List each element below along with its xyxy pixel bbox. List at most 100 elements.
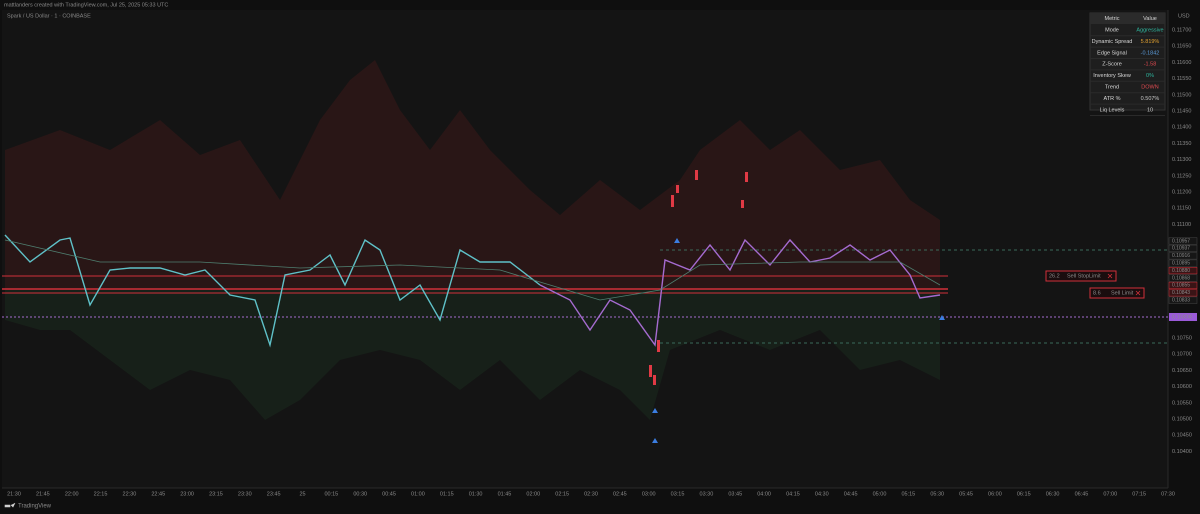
- time-label: 06:15: [1017, 491, 1031, 497]
- table-cell: 10: [1147, 107, 1153, 113]
- table-cell: -0.1842: [1141, 50, 1160, 56]
- time-label: 02:00: [526, 491, 540, 497]
- level-label: 0.10895: [1172, 261, 1190, 267]
- order-tag[interactable]: [1045, 270, 1117, 282]
- time-label: 21:45: [36, 491, 50, 497]
- level-tag: [1168, 281, 1198, 289]
- time-label: 23:00: [180, 491, 194, 497]
- time-label: 23:30: [238, 491, 252, 497]
- level-tag: [1168, 267, 1198, 275]
- level-label: 0.10916: [1172, 253, 1190, 259]
- price-label: 0.11250: [1172, 173, 1191, 179]
- price-label: 0.10750: [1172, 335, 1192, 341]
- table-cell: DOWN: [1141, 84, 1158, 90]
- level-label: 0.10868: [1172, 275, 1190, 281]
- table-cell: Edge Signal: [1097, 50, 1127, 56]
- price-label: 0.11150: [1172, 206, 1191, 212]
- time-label: 04:30: [815, 491, 829, 497]
- price-label: 0.11650: [1172, 44, 1191, 50]
- level-tag: [1168, 289, 1198, 297]
- time-label: 02:15: [555, 491, 569, 497]
- time-label: 21:30: [7, 491, 21, 497]
- time-label: 05:30: [930, 491, 944, 497]
- time-label: 01:30: [469, 491, 483, 497]
- time-label: 07:15: [1132, 491, 1146, 497]
- symbol: Spark / US Dollar · 1 · COINBASE: [7, 13, 91, 19]
- price-line: [4, 234, 541, 348]
- time-label: 23:15: [209, 491, 223, 497]
- price-label: 0.11350: [1172, 141, 1191, 147]
- price-label: 0.11400: [1172, 125, 1191, 131]
- table-cell: 0.507%: [1141, 96, 1160, 102]
- upper-band: [5, 60, 940, 290]
- order-label: Sell StopLimit: [1067, 273, 1101, 279]
- time-label: 22:30: [123, 491, 137, 497]
- level-label: 0.10855: [1172, 283, 1190, 289]
- currency: USD: [1178, 13, 1190, 19]
- time-label: 05:00: [873, 491, 887, 497]
- table-cell: Trend: [1105, 84, 1119, 90]
- level-label: 0.10833: [1172, 298, 1190, 304]
- table-cell: Inventory Skew: [1093, 73, 1131, 79]
- time-label: 04:15: [786, 491, 800, 497]
- time-label: 03:00: [642, 491, 656, 497]
- time-label: 22:15: [94, 491, 108, 497]
- price-label: 0.11500: [1172, 92, 1191, 98]
- time-label: 02:45: [613, 491, 627, 497]
- time-label: 06:00: [988, 491, 1002, 497]
- cancel-icons: [1107, 273, 1141, 296]
- table-cell: ATR %: [1103, 96, 1120, 102]
- table-column: Value: [1143, 16, 1157, 22]
- time-label: 06:45: [1075, 491, 1089, 497]
- time-label: 22:45: [151, 491, 165, 497]
- price-label: 0.10550: [1172, 400, 1192, 406]
- price-line: [539, 238, 941, 347]
- time-label: 01:15: [440, 491, 454, 497]
- price-label: 0.10400: [1172, 449, 1192, 455]
- level-label: 0.10957: [1172, 238, 1190, 244]
- level-label: 0.10937: [1172, 246, 1190, 252]
- moving-average: [4, 239, 941, 301]
- table-cell: Mode: [1105, 27, 1119, 33]
- level-tag: [1168, 259, 1198, 267]
- lower-band: [5, 290, 940, 420]
- order-tag[interactable]: [1089, 287, 1145, 299]
- table-cell: Z-Score: [1102, 62, 1122, 68]
- table-cell: -1.58: [1144, 62, 1157, 68]
- order-label: Sell Limit: [1111, 290, 1134, 296]
- last-price-tag: [1169, 313, 1197, 321]
- table-column: Metric: [1105, 16, 1120, 22]
- time-label: 04:00: [757, 491, 771, 497]
- table-cell: 5.819%: [1141, 39, 1160, 45]
- signal-arrows: [652, 238, 945, 443]
- time-label: 02:30: [584, 491, 598, 497]
- time-label: 03:45: [728, 491, 742, 497]
- level-tag: [1168, 296, 1198, 304]
- price-label: 0.11700: [1172, 27, 1191, 33]
- last-price: 0.10808: [1172, 314, 1192, 320]
- level-label: 0.10843: [1172, 290, 1190, 296]
- attribution: mattlanders created with TradingView.com…: [4, 2, 168, 8]
- price-label: 0.11550: [1172, 76, 1191, 82]
- order-qty: 26.2: [1049, 273, 1060, 279]
- price-label: 0.11100: [1172, 222, 1191, 228]
- table-cell: 0%: [1146, 73, 1154, 79]
- candles: [649, 170, 748, 385]
- order-qty: 8.6: [1093, 290, 1101, 296]
- time-label: 25: [299, 491, 305, 497]
- time-label: 22:00: [65, 491, 79, 497]
- table-header: [1090, 13, 1165, 24]
- time-label: 07:00: [1103, 491, 1117, 497]
- time-label: 00:15: [324, 491, 338, 497]
- price-label: 0.10650: [1172, 368, 1192, 374]
- table-cell: Liq Levels: [1100, 107, 1125, 113]
- time-label: 05:45: [959, 491, 973, 497]
- price-label: 0.11450: [1172, 108, 1191, 114]
- table-cell: Dynamic Spread: [1092, 39, 1133, 45]
- time-label: 00:45: [382, 491, 396, 497]
- table-cell: Aggressive: [1136, 27, 1163, 33]
- price-label: 0.11600: [1172, 60, 1191, 66]
- level-tag: [1168, 237, 1198, 245]
- price-label: 0.10450: [1172, 433, 1192, 439]
